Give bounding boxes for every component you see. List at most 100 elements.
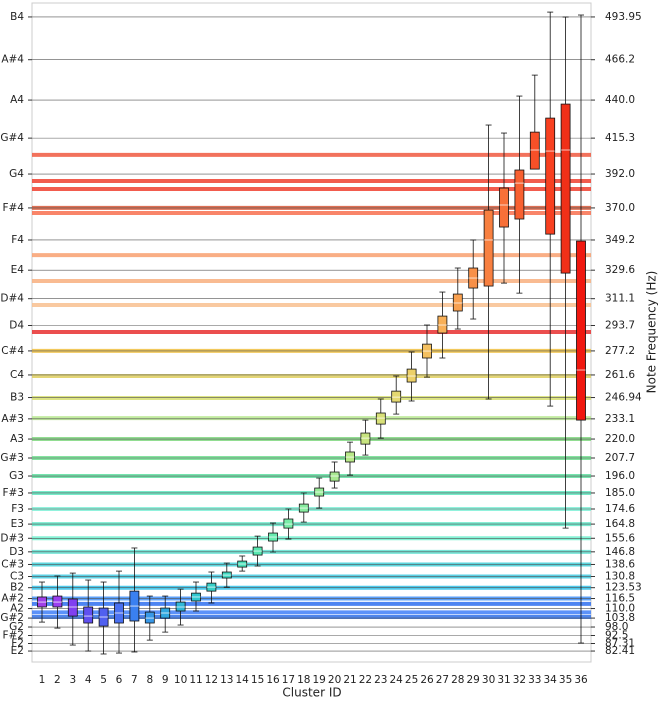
y-tick-label: E2 (11, 645, 24, 657)
x-tick-label: 34 (544, 674, 558, 686)
x-tick-label: 17 (282, 674, 295, 686)
x-tick-label: 28 (451, 674, 464, 686)
x-tick-label: 19 (313, 674, 326, 686)
y-tick-label: B2 (10, 582, 24, 594)
y-tick-label: D3 (9, 546, 24, 558)
y-tick-label: A#4 (1, 54, 24, 66)
x-tick-label: 3 (69, 674, 76, 686)
y2-tick-label: 164.8 (605, 518, 635, 530)
x-tick-label: 7 (131, 674, 138, 686)
x-tick-label: 25 (405, 674, 418, 686)
y2-tick-label: 277.2 (605, 345, 635, 357)
box (144, 611, 155, 624)
box (67, 598, 78, 617)
x-tick-label: 1 (39, 674, 46, 686)
x-tick-label: 31 (497, 674, 510, 686)
box (576, 240, 586, 421)
y-tick-label: D#4 (0, 293, 24, 305)
x-tick-label: 30 (482, 674, 495, 686)
y2-tick-label: 440.0 (605, 94, 635, 106)
y2-tick-label: 392.0 (605, 168, 635, 180)
y-tick-label: D4 (9, 319, 24, 331)
x-tick-label: 24 (390, 674, 404, 686)
y-tick-label: B4 (10, 11, 24, 23)
box (529, 131, 540, 170)
x-tick-label: 36 (574, 674, 588, 686)
y2-tick-label: 98.0 (605, 621, 628, 633)
x-tick-label: 10 (174, 674, 187, 686)
x-tick-label: 21 (343, 674, 356, 686)
y2-tick-label: 174.6 (605, 503, 635, 515)
x-tick-label: 13 (220, 674, 233, 686)
y2-tick-label: 185.0 (605, 487, 635, 499)
y-tick-label: C#3 (1, 558, 24, 570)
y2-tick-label: 92.5 (605, 629, 628, 641)
x-tick-label: 33 (528, 674, 541, 686)
y2-tick-label: 349.2 (605, 234, 635, 246)
y-tick-label: G2 (9, 621, 24, 633)
x-tick-label: 22 (359, 674, 372, 686)
x-tick-label: 16 (266, 674, 280, 686)
box (283, 518, 294, 529)
x-tick-label: 20 (328, 674, 341, 686)
box (483, 209, 494, 287)
y-tick-label: F#4 (2, 202, 24, 214)
y2-tick-label: 110.0 (605, 603, 635, 615)
box (52, 595, 63, 608)
box (514, 169, 525, 220)
y-tick-label: A4 (10, 94, 24, 106)
box (499, 187, 509, 228)
box (560, 103, 571, 274)
x-tick-label: 27 (436, 674, 449, 686)
y-tick-label: G#2 (0, 612, 24, 624)
x-tick-label: 4 (85, 674, 92, 686)
y2-tick-label: 415.3 (605, 132, 635, 144)
y2-tick-label: 146.8 (605, 546, 635, 558)
y-tick-label: A#3 (1, 413, 24, 425)
y-tick-label: F4 (11, 234, 24, 246)
y2-tick-label: 196.0 (605, 470, 635, 482)
y-tick-label: E4 (11, 264, 25, 276)
x-tick-label: 15 (251, 674, 264, 686)
y2-tick-label: 138.6 (605, 558, 635, 570)
y2-tick-label: 311.1 (605, 293, 635, 305)
y2-tick-label: 466.2 (605, 54, 635, 66)
x-tick-label: 26 (420, 674, 434, 686)
y-tick-label: G#3 (0, 452, 24, 464)
y-tick-label: F3 (11, 503, 24, 515)
y-tick-label: C4 (10, 369, 24, 381)
x-tick-label: 23 (374, 674, 387, 686)
y2-tick-label: 82.41 (605, 645, 635, 657)
x-tick-label: 5 (100, 674, 107, 686)
x-tick-label: 11 (189, 674, 202, 686)
box (391, 390, 402, 403)
y-tick-label: G3 (9, 470, 24, 482)
y-tick-label: G4 (9, 168, 24, 180)
y2-tick-label: 116.5 (605, 593, 635, 605)
y-tick-label: A2 (10, 603, 24, 615)
box (545, 117, 556, 235)
x-tick-label: 6 (116, 674, 123, 686)
y-tick-label: D#3 (0, 532, 24, 544)
y2-tick-label: 493.95 (605, 11, 642, 23)
x-tick-label: 8 (146, 674, 153, 686)
y2-tick-label: 329.6 (605, 264, 635, 276)
x-tick-label: 18 (297, 674, 310, 686)
y2-tick-label: 123.53 (605, 582, 642, 594)
y-tick-label: C3 (10, 570, 24, 582)
y-tick-label: A3 (10, 433, 24, 445)
x-tick-label: 12 (205, 674, 218, 686)
box (329, 471, 340, 482)
y2-tick-label: 220.0 (605, 433, 635, 445)
y2-tick-label: 130.8 (605, 570, 635, 582)
y-tick-label: A#2 (1, 593, 24, 605)
y-tick-label: F#2 (2, 629, 24, 641)
x-tick-label: 29 (467, 674, 480, 686)
y2-tick-label: 261.6 (605, 369, 635, 381)
y2-tick-label: 246.94 (605, 392, 642, 404)
y2-axis-label: Note Frequency (Hz) (645, 271, 659, 394)
x-tick-label: 14 (236, 674, 250, 686)
y2-tick-label: 103.8 (605, 612, 635, 624)
y2-tick-label: 233.1 (605, 413, 635, 425)
